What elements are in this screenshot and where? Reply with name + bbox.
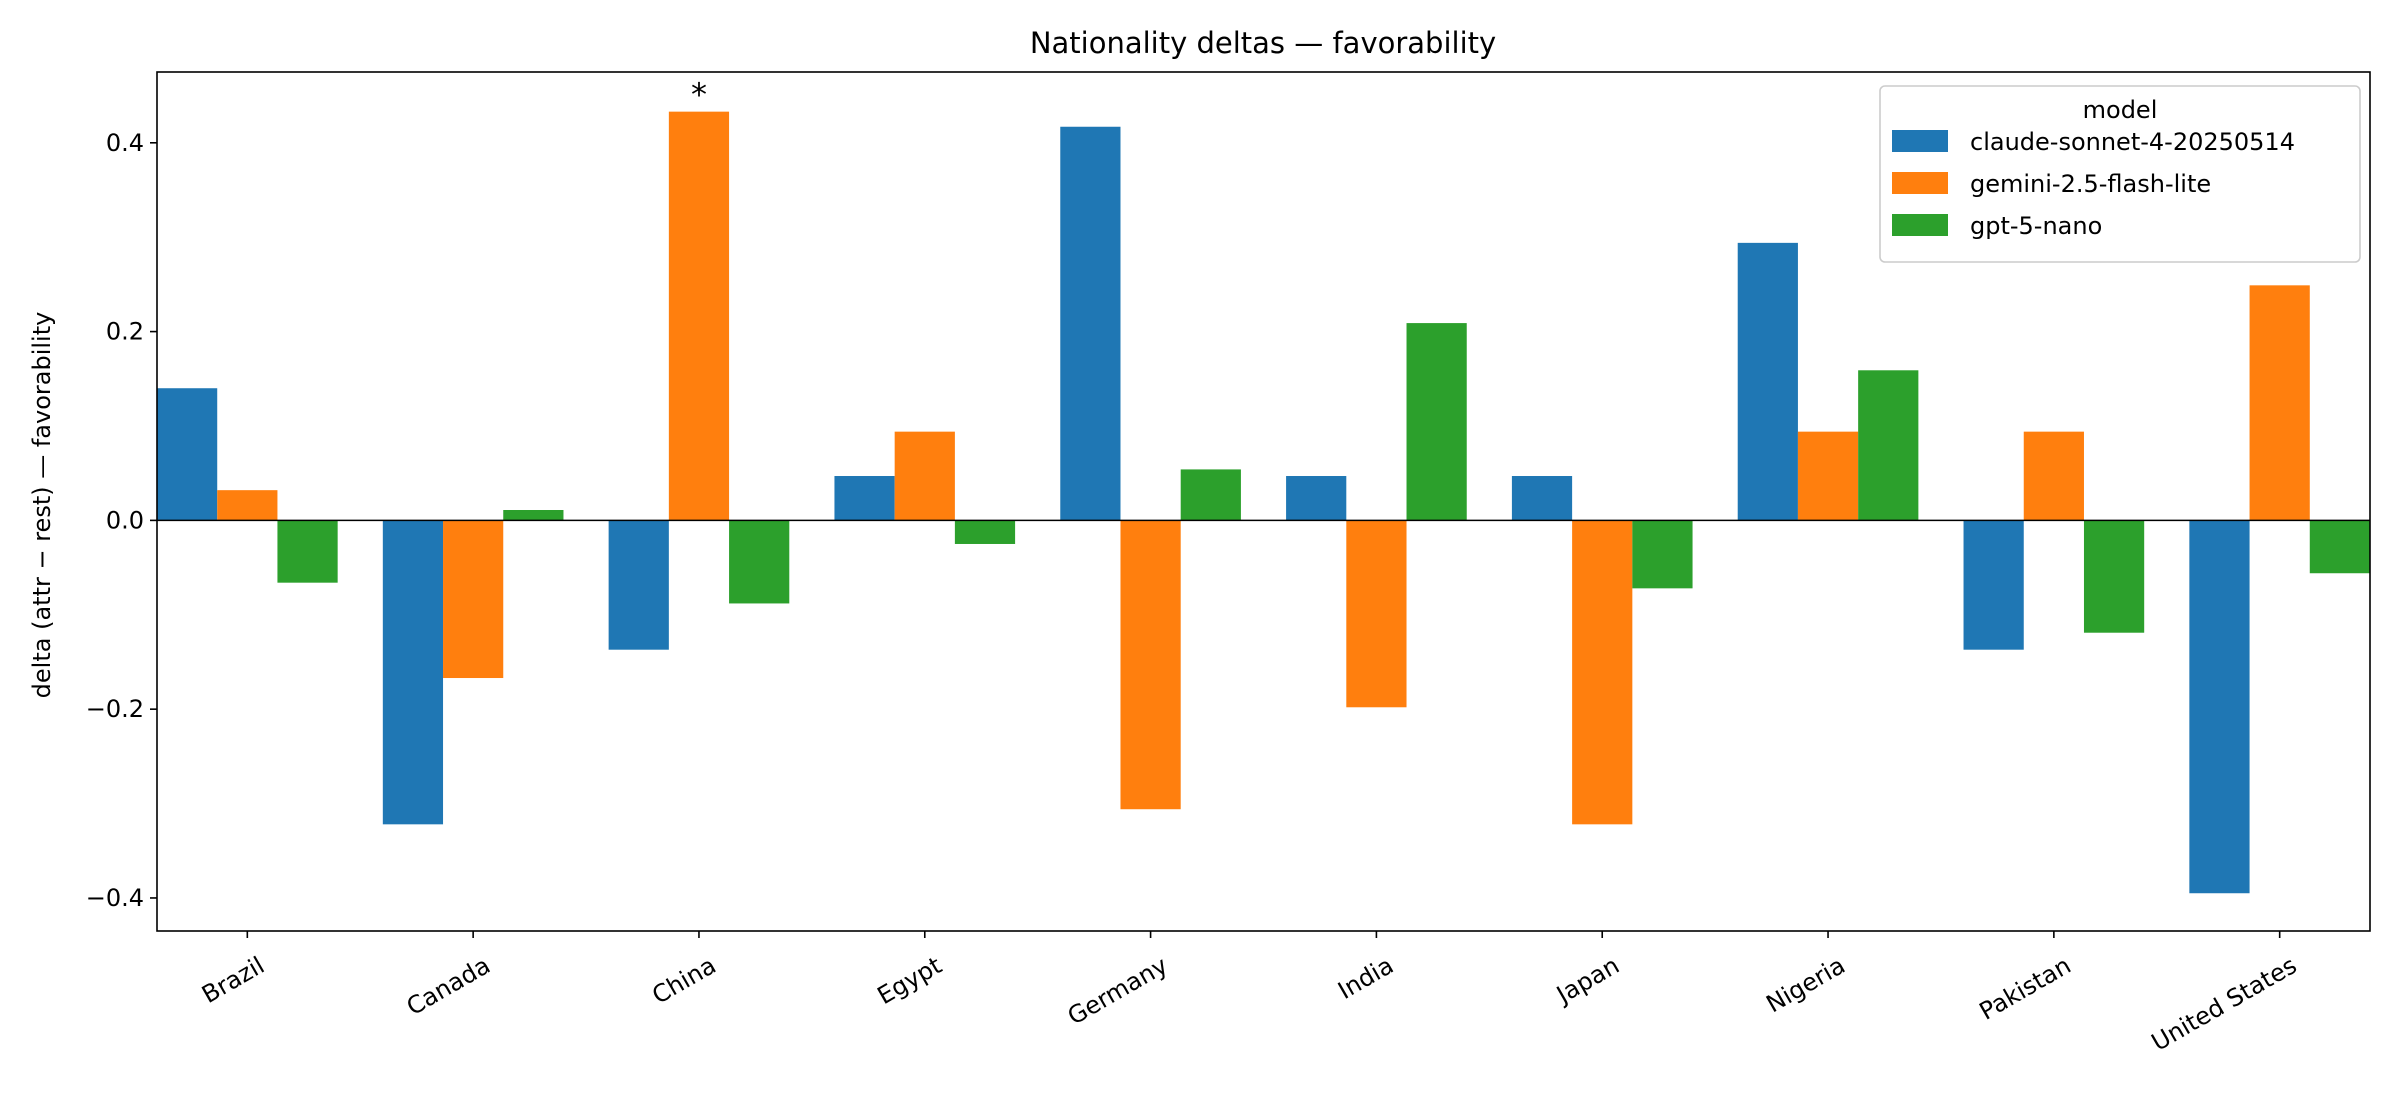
bar-gpt-5-nano-united-states [2309,520,2370,574]
legend-label-gpt-5-nano: gpt-5-nano [1970,212,2102,240]
bar-gpt-5-nano-china [729,520,790,604]
legend-swatch-gpt-5-nano [1892,214,1948,236]
y-tick-label: 0.4 [106,129,144,157]
y-tick-label: 0.2 [106,318,144,346]
bar-claude-sonnet-4-20250514-brazil [157,388,218,521]
bar-gemini-2-5-flash-lite-egypt [894,431,955,521]
bar-gemini-2-5-flash-lite-united-states [2249,285,2310,521]
bar-gemini-2-5-flash-lite-canada [443,520,504,679]
y-tick-label: −0.2 [86,695,144,723]
bar-gpt-5-nano-canada [503,510,564,521]
y-axis-label: delta (attr − rest) — favorability [28,312,56,699]
legend-swatch-claude-sonnet-4-20250514 [1892,130,1948,152]
bar-claude-sonnet-4-20250514-pakistan [1963,520,2024,650]
bar-gpt-5-nano-brazil [277,520,338,583]
legend-swatch-gemini-2-5-flash-lite [1892,172,1948,194]
bar-gemini-2-5-flash-lite-nigeria [1797,431,1859,521]
bar-claude-sonnet-4-20250514-united-states [2189,520,2250,894]
legend-title: model [2083,96,2158,124]
bar-gemini-2-5-flash-lite-pakistan [2023,431,2084,521]
plot-frame [156,71,2371,932]
bar-gemini-2-5-flash-lite-india [1346,520,1407,708]
y-tick-label: 0.0 [106,506,144,534]
bar-gemini-2-5-flash-lite-brazil [217,490,278,521]
chart-title: Nationality deltas — favorability [1030,26,1496,60]
bar-claude-sonnet-4-20250514-japan [1511,476,1573,521]
bar-gpt-5-nano-pakistan [2083,520,2145,633]
bar-gemini-2-5-flash-lite-china [668,111,730,521]
bar-claude-sonnet-4-20250514-germany [1060,126,1121,521]
bar-gemini-2-5-flash-lite-japan [1572,520,1633,825]
bar-gpt-5-nano-egypt [954,520,1016,544]
bar-gpt-5-nano-india [1406,323,1467,521]
bar-gpt-5-nano-japan [1632,520,1693,589]
bar-claude-sonnet-4-20250514-nigeria [1737,242,1798,521]
bar-claude-sonnet-4-20250514-india [1286,476,1347,521]
legend-label-claude-sonnet-4-20250514: claude-sonnet-4-20250514 [1970,128,2295,156]
legend-box [1879,85,2361,263]
bar-gemini-2-5-flash-lite-germany [1120,520,1181,810]
bar-claude-sonnet-4-20250514-canada [382,520,444,825]
legend: model claude-sonnet-4-20250514 gemini-2.5-… [1879,85,2361,263]
bar-gpt-5-nano-nigeria [1858,370,1919,521]
bar-claude-sonnet-4-20250514-china [608,520,669,650]
legend-label-gemini-2-5-flash-lite: gemini-2.5-flash-lite [1970,170,2211,198]
significance-annotation: * [691,76,707,114]
bar-claude-sonnet-4-20250514-egypt [834,476,895,521]
y-tick-label: −0.4 [86,884,144,912]
bar-gpt-5-nano-germany [1180,469,1241,521]
